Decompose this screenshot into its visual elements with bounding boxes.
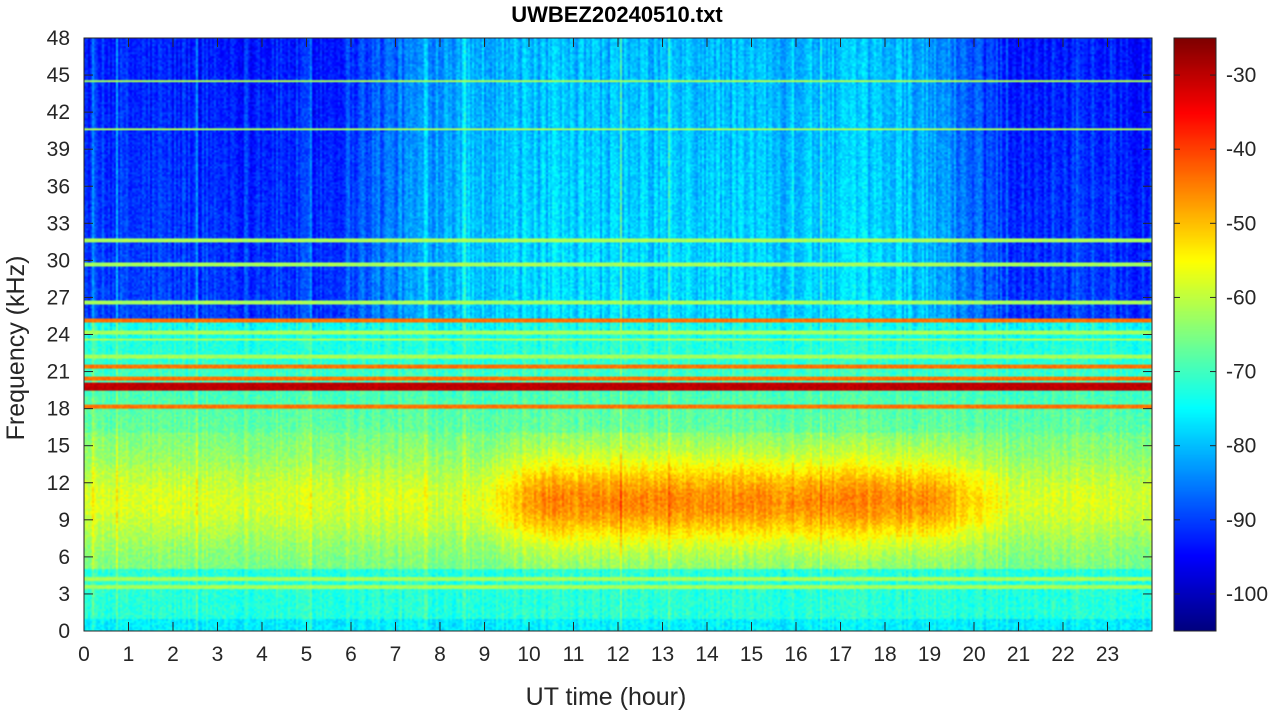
x-tick-label: 2	[167, 643, 179, 666]
y-tick-label: 30	[47, 249, 70, 272]
colorbar: -100 -90 -80 -70 -60 -50 -40 -30	[1173, 37, 1268, 632]
y-axis-label: Frequency (kHz)	[2, 256, 30, 441]
y-tick-label: 48	[47, 27, 70, 50]
x-tick-label: 7	[390, 643, 402, 666]
y-tick-label: 18	[47, 398, 70, 421]
x-tick-label: 10	[517, 643, 540, 666]
y-tick-label: 36	[47, 175, 70, 198]
colorbar-ticks: -100 -90 -80 -70 -60 -50 -40 -30	[1174, 64, 1268, 606]
x-axis-label: UT time (hour)	[526, 683, 687, 711]
x-tick-label: 13	[651, 643, 674, 666]
x-tick-label: 20	[962, 643, 985, 666]
y-tick-label: 45	[47, 64, 70, 87]
y-tick-label: 24	[47, 324, 71, 347]
x-tick-label: 16	[784, 643, 807, 666]
x-tick-label: 12	[606, 643, 629, 666]
spectrogram-heatmap	[84, 38, 1152, 631]
chart-title: UWBEZ20240510.txt	[511, 2, 723, 27]
colorbar-frame	[1173, 37, 1217, 632]
y-tick-label: 9	[58, 509, 70, 532]
y-tick-label: 33	[47, 212, 70, 235]
x-tick-label: 1	[123, 643, 135, 666]
y-tick-label: 3	[58, 583, 70, 606]
y-tick-label: 39	[47, 138, 70, 161]
colorbar-tick-label: -90	[1226, 509, 1256, 532]
x-tick-label: 0	[78, 643, 90, 666]
plot-area: 0 1 2 3 4 5 6 7 8 9 10 11 12 13 14 15 16 17 18 19 20 21 22 23 0…	[47, 27, 1153, 666]
x-tick-label: 17	[829, 643, 852, 666]
x-tick-label: 21	[1007, 643, 1030, 666]
x-tick-label: 22	[1051, 643, 1074, 666]
x-tick-label: 15	[740, 643, 763, 666]
x-tick-label: 9	[479, 643, 491, 666]
colorbar-tick-label: -60	[1226, 286, 1256, 309]
y-tick-label: 15	[47, 435, 70, 458]
x-tick-label: 3	[212, 643, 224, 666]
x-tick-label: 4	[256, 643, 268, 666]
x-tick-label: 5	[301, 643, 313, 666]
x-tick-label: 8	[434, 643, 446, 666]
colorbar-tick-label: -40	[1226, 138, 1256, 161]
y-tick-label: 42	[47, 101, 70, 124]
x-tick-label: 14	[695, 643, 719, 666]
y-tick-label: 6	[58, 546, 70, 569]
colorbar-tick-label: -70	[1226, 361, 1256, 384]
x-axis-ticks: 0 1 2 3 4 5 6 7 8 9 10 11 12 13 14 15 16 17 18 19 20 21 22 23	[78, 38, 1119, 666]
colorbar-tick-label: -100	[1226, 583, 1268, 606]
x-tick-label: 18	[873, 643, 896, 666]
y-tick-label: 0	[58, 620, 70, 643]
y-tick-label: 27	[47, 286, 70, 309]
colorbar-tick-label: -80	[1226, 435, 1256, 458]
y-tick-label: 12	[47, 472, 70, 495]
x-tick-label: 23	[1096, 643, 1119, 666]
colorbar-tick-label: -30	[1226, 64, 1256, 87]
x-tick-label: 11	[563, 643, 585, 666]
colorbar-gradient	[1174, 38, 1216, 631]
x-tick-label: 6	[345, 643, 357, 666]
x-tick-label: 19	[918, 643, 941, 666]
colorbar-tick-label: -50	[1226, 212, 1256, 235]
y-tick-label: 21	[47, 361, 70, 384]
